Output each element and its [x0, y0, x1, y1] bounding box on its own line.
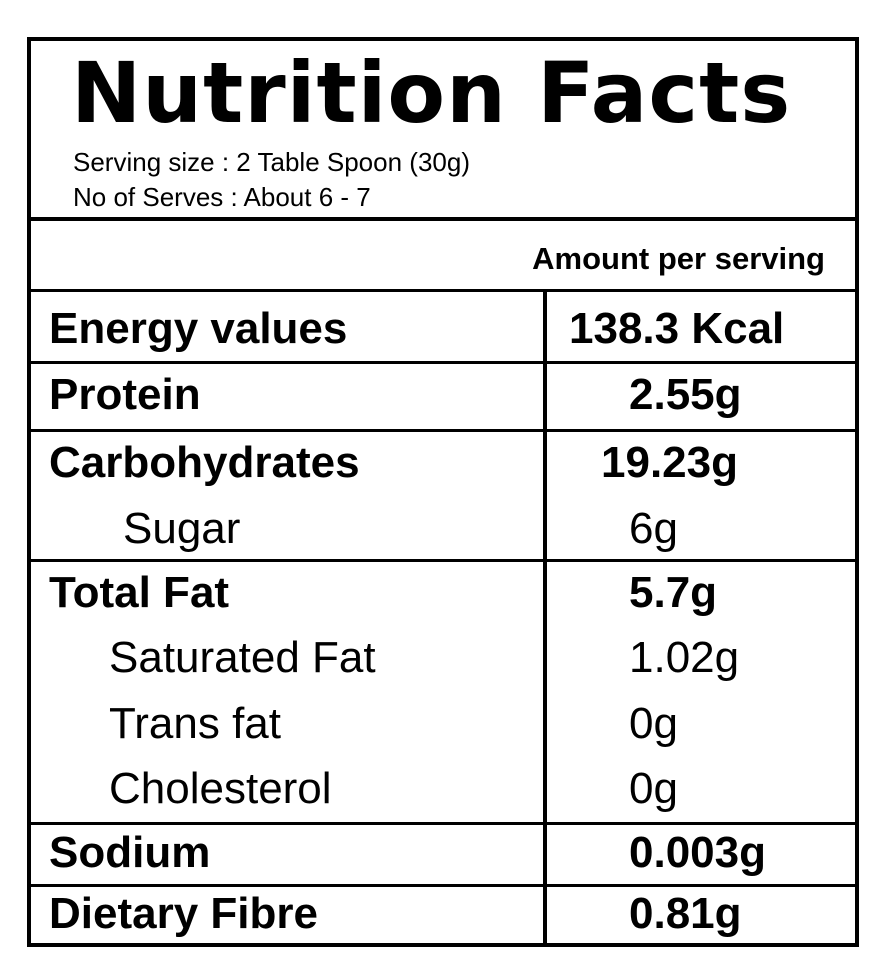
header-divider	[31, 217, 855, 221]
nutrient-row-trans-fat: Trans fat 0g	[31, 694, 855, 760]
nutrient-row-protein: Protein 2.55g	[31, 364, 855, 430]
nutrient-name: Trans fat	[109, 699, 281, 748]
nutrient-row-total-fat: Total Fat 5.7g	[31, 562, 855, 628]
nutrient-name: Protein	[49, 370, 201, 419]
nutrient-name: Sugar	[123, 504, 241, 553]
servings-count: No of Serves : About 6 - 7	[73, 182, 371, 212]
nutrient-value: 0g	[629, 764, 678, 813]
nutrient-name: Energy values	[49, 304, 348, 353]
nutrient-row-energy: Energy values 138.3 Kcal	[31, 297, 855, 363]
nutrient-row-sugar: Sugar 6g	[31, 498, 855, 564]
nutrient-value: 5.7g	[629, 568, 718, 617]
row-divider	[31, 429, 855, 432]
nutrient-value: 0g	[629, 699, 678, 748]
row-divider	[31, 822, 855, 825]
nutrient-value: 138.3 Kcal	[569, 304, 785, 353]
row-divider	[31, 884, 855, 887]
nutrient-value: 0.81g	[629, 889, 742, 938]
row-divider	[31, 361, 855, 364]
nutrient-value: 0.003g	[629, 828, 766, 877]
nutrient-name: Cholesterol	[109, 764, 332, 813]
nutrient-name: Dietary Fibre	[49, 889, 318, 938]
nutrient-value: 6g	[629, 504, 678, 553]
amount-per-serving-header: Amount per serving	[532, 241, 825, 276]
nutrient-value: 19.23g	[601, 438, 738, 487]
nutrient-value: 2.55g	[629, 370, 742, 419]
label-title: Nutrition Facts	[71, 44, 792, 142]
nutrient-name: Sodium	[49, 828, 211, 877]
nutrient-row-carbohydrates: Carbohydrates 19.23g	[31, 432, 855, 498]
nutrient-row-cholesterol: Cholesterol 0g	[31, 760, 855, 824]
nutrient-row-sodium: Sodium 0.003g	[31, 825, 855, 887]
nutrient-name: Total Fat	[49, 568, 230, 617]
serving-size: Serving size : 2 Table Spoon (30g)	[73, 147, 470, 177]
table-top-divider	[31, 289, 855, 292]
nutrient-value: 1.02g	[629, 633, 740, 682]
nutrition-facts-label: Nutrition Facts Serving size : 2 Table S…	[27, 37, 859, 947]
nutrient-row-saturated-fat: Saturated Fat 1.02g	[31, 628, 855, 694]
nutrient-name: Carbohydrates	[49, 438, 360, 487]
column-divider	[543, 291, 547, 943]
nutrient-row-dietary-fibre: Dietary Fibre 0.81g	[31, 887, 855, 947]
row-divider	[31, 559, 855, 562]
nutrient-name: Saturated Fat	[109, 633, 376, 682]
